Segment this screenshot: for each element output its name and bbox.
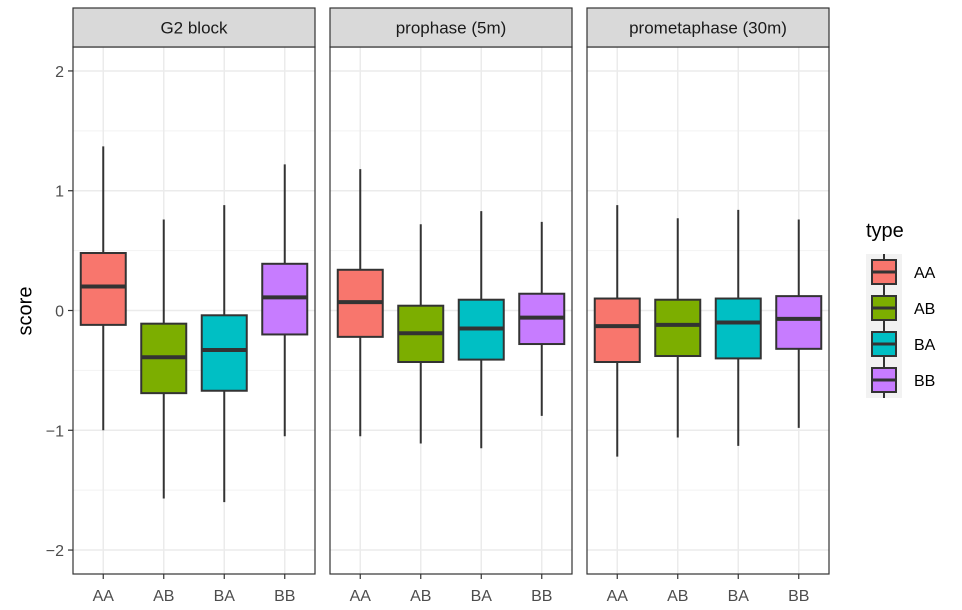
box-aa: [79, 146, 127, 431]
x-tick-label: AB: [667, 588, 688, 605]
x-tick-label: BB: [788, 588, 809, 605]
box-body: [775, 295, 823, 350]
box-body: [654, 298, 702, 358]
facet-strip: [329, 7, 573, 48]
x-tick-label: BB: [531, 588, 552, 605]
box-body: [200, 314, 248, 392]
facet-panel: prophase (5m) AA AB BA BB: [329, 7, 573, 605]
box-bb: [261, 164, 309, 437]
x-tick-label: AA: [93, 588, 115, 605]
legend-label: BA: [914, 337, 936, 354]
x-tick-label: BA: [214, 588, 236, 605]
y-tick-label: 1: [55, 184, 64, 201]
legend-item-ba: BA: [866, 326, 936, 362]
facet-panel: G2 block AA AB BA BB: [72, 7, 316, 605]
x-tick-label: AA: [350, 588, 372, 605]
x-tick-label: BA: [471, 588, 493, 605]
legend-item-ab: AB: [866, 290, 935, 326]
x-tick-label: BB: [274, 588, 295, 605]
y-tick-label: 2: [55, 64, 64, 81]
legend-label: BB: [914, 373, 935, 390]
y-axis: −2 −1 0 1 2: [46, 64, 73, 560]
box-body: [593, 297, 641, 364]
facet-title: G2 block: [160, 19, 228, 38]
y-tick-label: −2: [46, 543, 64, 560]
facet-strip: [72, 7, 316, 48]
box-ba: [714, 209, 762, 446]
x-tick-label: AB: [153, 588, 174, 605]
x-tick-label: BA: [728, 588, 750, 605]
legend-title: type: [866, 220, 904, 242]
facet-panel: prometaphase (30m) AA AB BA BB: [586, 7, 830, 605]
box-bb: [518, 221, 566, 416]
legend-item-aa: AA: [866, 254, 936, 290]
box-ba: [200, 205, 248, 503]
box-ba: [457, 211, 505, 449]
box-ab: [397, 224, 445, 444]
box-body: [714, 297, 762, 360]
x-tick-label: AB: [410, 588, 431, 605]
box-aa: [336, 169, 384, 437]
box-bb: [775, 219, 823, 428]
box-ab: [654, 218, 702, 438]
facet-title: prometaphase (30m): [629, 19, 787, 38]
legend-label: AB: [914, 301, 935, 318]
facet-strip: [586, 7, 830, 48]
y-tick-label: 0: [55, 304, 64, 321]
facet-title: prophase (5m): [396, 19, 507, 38]
y-tick-label: −1: [46, 423, 64, 440]
legend: type AA AB BA BB: [866, 220, 936, 398]
box-aa: [593, 205, 641, 457]
x-tick-label: AA: [607, 588, 629, 605]
legend-label: AA: [914, 265, 936, 282]
y-axis-title: score: [14, 287, 36, 336]
box-ab: [140, 219, 188, 499]
box-body: [79, 252, 127, 326]
legend-item-bb: BB: [866, 362, 935, 398]
